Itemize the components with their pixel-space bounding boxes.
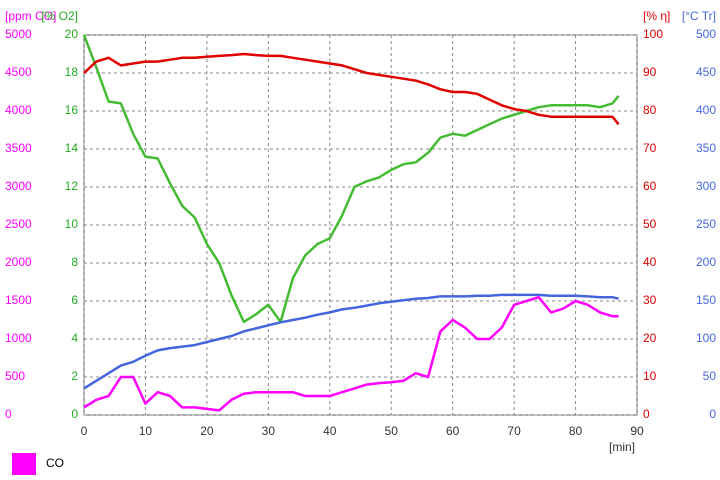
y-tick-label: 2000 bbox=[5, 255, 32, 269]
y-tick-label: 20 bbox=[65, 27, 79, 41]
y-tick-label: 50 bbox=[643, 217, 657, 231]
x-tick-label: 30 bbox=[262, 424, 276, 438]
x-tick-label: 20 bbox=[200, 424, 214, 438]
y-tick-label: 16 bbox=[65, 103, 79, 117]
y-tick-label: 70 bbox=[643, 141, 657, 155]
y-tick-label: 0 bbox=[71, 407, 78, 421]
y-tick-label: 60 bbox=[643, 179, 657, 193]
y-tick-label: 2 bbox=[71, 369, 78, 383]
series-line bbox=[83, 295, 619, 412]
series-line bbox=[82, 34, 620, 324]
x-tick-label: 90 bbox=[630, 424, 644, 438]
y-tick-label: 4 bbox=[71, 331, 78, 345]
y-tick-label: 40 bbox=[643, 255, 657, 269]
y-tick-label: 500 bbox=[696, 27, 716, 41]
series-line bbox=[83, 52, 620, 126]
axis-label: [ppm CO] bbox=[5, 9, 56, 23]
axis-label: [°C Tr] bbox=[682, 9, 716, 23]
x-tick-label: 40 bbox=[323, 424, 337, 438]
y-tick-label: 500 bbox=[5, 369, 25, 383]
y-tick-label: 150 bbox=[696, 293, 716, 307]
y-tick-label: 200 bbox=[696, 255, 716, 269]
y-tick-label: 18 bbox=[65, 65, 79, 79]
y-tick-label: 4500 bbox=[5, 65, 32, 79]
y-tick-label: 80 bbox=[643, 103, 657, 117]
y-tick-label: 450 bbox=[696, 65, 716, 79]
y-tick-label: 1000 bbox=[5, 331, 32, 345]
y-tick-label: 2500 bbox=[5, 217, 32, 231]
x-tick-label: 80 bbox=[569, 424, 583, 438]
x-tick-label: 60 bbox=[446, 424, 460, 438]
y-tick-label: 350 bbox=[696, 141, 716, 155]
axis-label: [% O2] bbox=[41, 9, 78, 23]
y-tick-label: 1500 bbox=[5, 293, 32, 307]
y-tick-label: 10 bbox=[643, 369, 657, 383]
x-axis-label: [min] bbox=[609, 440, 635, 454]
legend-label: CO bbox=[46, 456, 64, 470]
y-tick-label: 0 bbox=[709, 407, 716, 421]
y-tick-label: 6 bbox=[71, 293, 78, 307]
y-tick-label: 4000 bbox=[5, 103, 32, 117]
y-tick-label: 3000 bbox=[5, 179, 32, 193]
y-tick-label: 12 bbox=[65, 179, 79, 193]
legend-swatch bbox=[12, 453, 36, 475]
y-tick-label: 14 bbox=[65, 141, 79, 155]
y-tick-label: 10 bbox=[65, 217, 79, 231]
y-tick-label: 20 bbox=[643, 331, 657, 345]
y-tick-label: 8 bbox=[71, 255, 78, 269]
y-tick-label: 50 bbox=[703, 369, 717, 383]
y-tick-label: 0 bbox=[5, 407, 12, 421]
x-tick-label: 70 bbox=[507, 424, 521, 438]
x-tick-label: 50 bbox=[385, 424, 399, 438]
x-tick-label: 10 bbox=[139, 424, 153, 438]
series-line bbox=[83, 293, 619, 390]
y-tick-label: 90 bbox=[643, 65, 657, 79]
y-tick-label: 0 bbox=[643, 407, 650, 421]
axis-label: [% η] bbox=[643, 9, 670, 23]
x-tick-label: 0 bbox=[81, 424, 88, 438]
y-tick-label: 3500 bbox=[5, 141, 32, 155]
y-tick-label: 250 bbox=[696, 217, 716, 231]
y-tick-label: 300 bbox=[696, 179, 716, 193]
y-tick-label: 5000 bbox=[5, 27, 32, 41]
y-tick-label: 30 bbox=[643, 293, 657, 307]
y-tick-label: 400 bbox=[696, 103, 716, 117]
y-tick-label: 100 bbox=[696, 331, 716, 345]
y-tick-label: 100 bbox=[643, 27, 663, 41]
